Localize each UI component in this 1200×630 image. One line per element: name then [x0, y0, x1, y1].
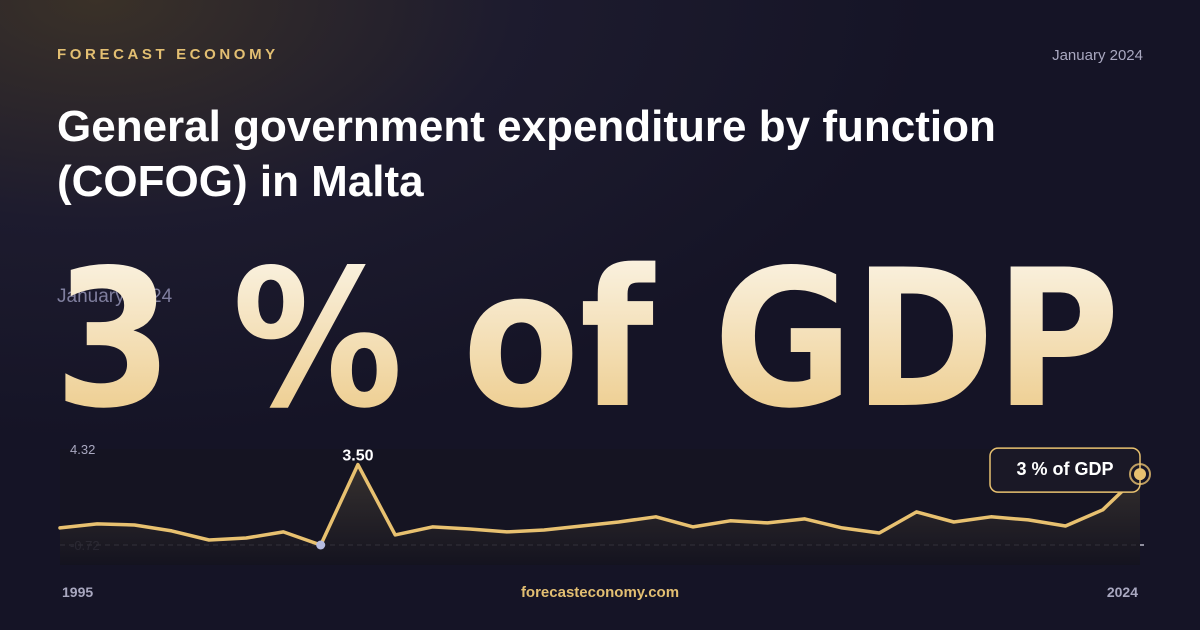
area	[60, 464, 1140, 565]
y-tick-label: 4.32	[70, 442, 95, 457]
end-ring	[1129, 463, 1151, 486]
x-tick-label: 2024	[1107, 584, 1138, 600]
line	[58, 462, 1142, 547]
callout-text: 3 % of GDP	[1016, 459, 1113, 479]
title-line: General government expenditure by functi…	[57, 102, 996, 151]
x-tick-label: 1995	[62, 584, 93, 600]
date: January 2024	[1052, 47, 1143, 64]
date-overlay: January 2024	[57, 286, 173, 307]
title-line: (COFOG) in Malta	[57, 157, 424, 206]
end-point	[1134, 468, 1146, 481]
value-label: 3.50	[342, 448, 373, 465]
min-point	[316, 540, 326, 550]
footer: forecasteconomy.com	[521, 584, 679, 601]
headline: 3 % of GDP	[54, 229, 1120, 450]
brand: FORECAST ECONOMY	[57, 46, 279, 63]
